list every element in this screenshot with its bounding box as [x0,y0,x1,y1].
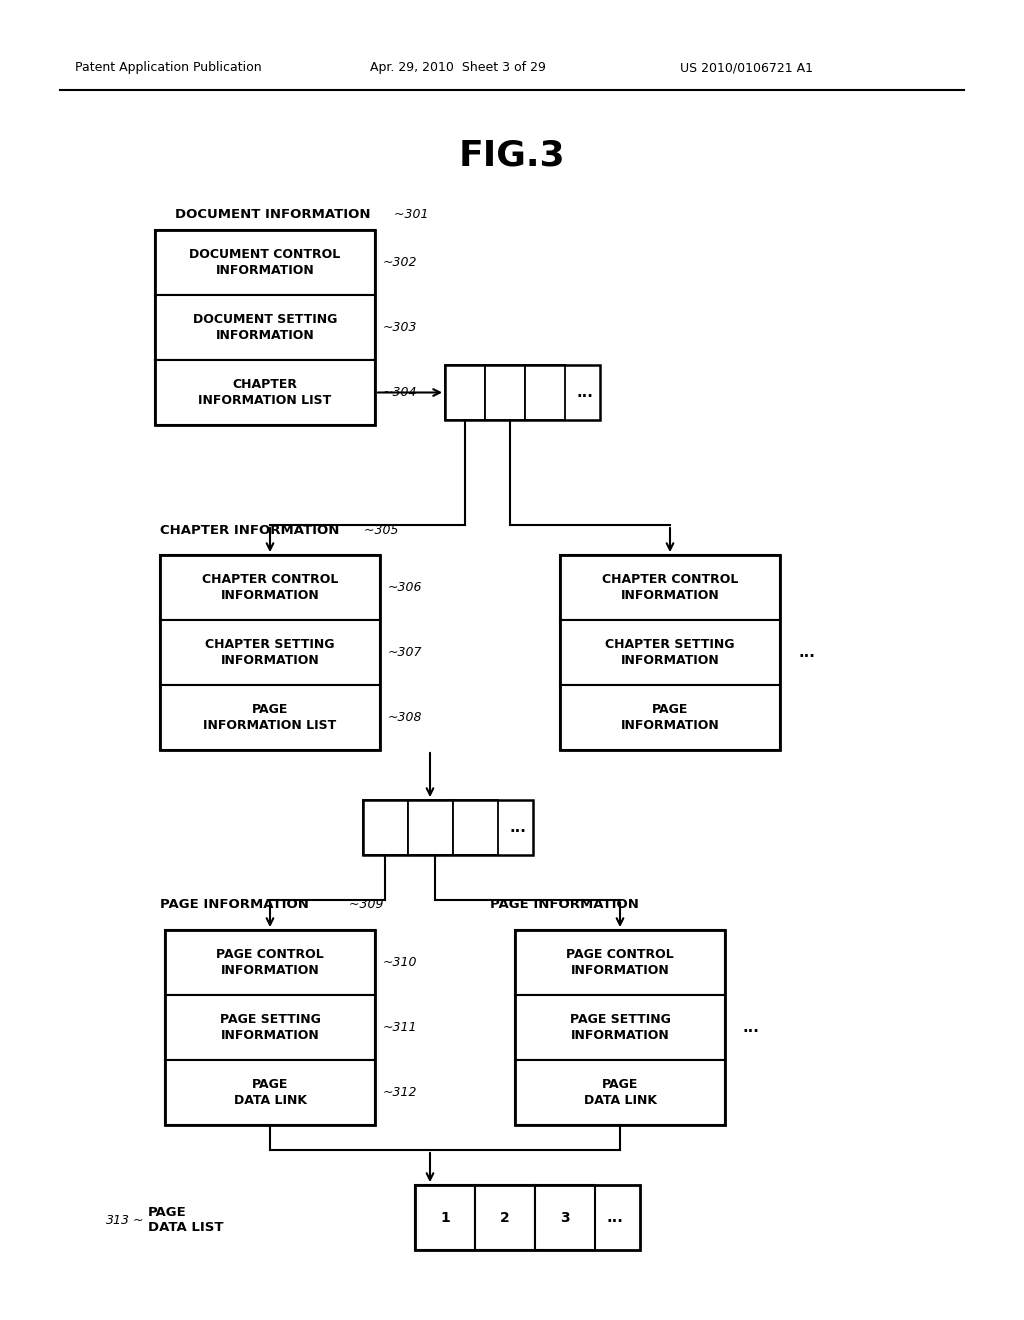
Bar [155,360,375,425]
Text: ~302: ~302 [383,256,418,269]
Text: PAGE SETTING
INFORMATION: PAGE SETTING INFORMATION [219,1012,321,1041]
Text: PAGE INFORMATION: PAGE INFORMATION [160,899,309,912]
Bar [160,554,380,750]
Text: US 2010/0106721 A1: US 2010/0106721 A1 [680,62,813,74]
Text: 313: 313 [106,1213,130,1226]
Text: PAGE
DATA LINK: PAGE DATA LINK [233,1078,306,1107]
Text: PAGE INFORMATION: PAGE INFORMATION [490,899,639,912]
Text: DOCUMENT SETTING
INFORMATION: DOCUMENT SETTING INFORMATION [193,313,337,342]
Bar [362,800,532,855]
Bar [515,931,725,1125]
Text: Apr. 29, 2010  Sheet 3 of 29: Apr. 29, 2010 Sheet 3 of 29 [370,62,546,74]
Text: DOCUMENT INFORMATION: DOCUMENT INFORMATION [175,209,371,222]
Bar [445,366,485,420]
Text: PAGE CONTROL
INFORMATION: PAGE CONTROL INFORMATION [566,948,674,977]
Text: ~312: ~312 [383,1086,418,1100]
Bar [165,995,375,1060]
Bar [560,685,780,750]
Text: CHAPTER
INFORMATION LIST: CHAPTER INFORMATION LIST [199,378,332,407]
Bar [165,1060,375,1125]
Text: ~305: ~305 [360,524,398,536]
Bar [160,685,380,750]
Text: 1: 1 [440,1210,450,1225]
Text: PAGE
DATA LIST: PAGE DATA LIST [148,1206,223,1234]
Bar [515,931,725,995]
Bar [560,554,780,620]
Bar [155,294,375,360]
Text: CHAPTER CONTROL
INFORMATION: CHAPTER CONTROL INFORMATION [602,573,738,602]
Bar [515,995,725,1060]
Text: ...: ... [510,820,526,836]
Text: PAGE CONTROL
INFORMATION: PAGE CONTROL INFORMATION [216,948,324,977]
Bar [362,800,408,855]
Bar [160,554,380,620]
Text: ~: ~ [133,1213,143,1226]
Text: PAGE
DATA LINK: PAGE DATA LINK [584,1078,656,1107]
Bar [415,1185,640,1250]
Text: PAGE
INFORMATION: PAGE INFORMATION [621,704,720,733]
Bar [155,230,375,425]
Text: PAGE
INFORMATION LIST: PAGE INFORMATION LIST [204,704,337,733]
Text: 2: 2 [500,1210,510,1225]
Text: ~307: ~307 [388,645,423,659]
Bar [560,554,780,750]
Bar [560,620,780,685]
Bar [408,800,453,855]
Bar [445,366,600,420]
Text: 3: 3 [560,1210,569,1225]
Text: ~306: ~306 [388,581,423,594]
Text: ...: ... [577,385,594,400]
Text: CHAPTER SETTING
INFORMATION: CHAPTER SETTING INFORMATION [605,638,735,667]
Text: CHAPTER SETTING
INFORMATION: CHAPTER SETTING INFORMATION [205,638,335,667]
Text: ~301: ~301 [390,209,428,222]
Text: PAGE SETTING
INFORMATION: PAGE SETTING INFORMATION [569,1012,671,1041]
Text: ...: ... [607,1210,624,1225]
Text: FIG.3: FIG.3 [459,139,565,172]
Bar [165,931,375,1125]
Bar [475,1185,535,1250]
Bar [535,1185,595,1250]
Text: ...: ... [798,645,815,660]
Bar [165,931,375,995]
Text: ~310: ~310 [383,956,418,969]
Bar [525,366,565,420]
Text: ~311: ~311 [383,1020,418,1034]
Text: ...: ... [743,1020,760,1035]
Text: Patent Application Publication: Patent Application Publication [75,62,261,74]
Text: ~303: ~303 [383,321,418,334]
Bar [453,800,498,855]
Text: CHAPTER CONTROL
INFORMATION: CHAPTER CONTROL INFORMATION [202,573,338,602]
Text: CHAPTER INFORMATION: CHAPTER INFORMATION [160,524,339,536]
Bar [415,1185,475,1250]
Text: ~308: ~308 [388,711,423,723]
Bar [155,230,375,294]
Text: DOCUMENT CONTROL
INFORMATION: DOCUMENT CONTROL INFORMATION [189,248,341,277]
Bar [160,620,380,685]
Bar [485,366,525,420]
Text: ~304: ~304 [383,385,418,399]
Text: ~309: ~309 [345,899,384,912]
Bar [515,1060,725,1125]
